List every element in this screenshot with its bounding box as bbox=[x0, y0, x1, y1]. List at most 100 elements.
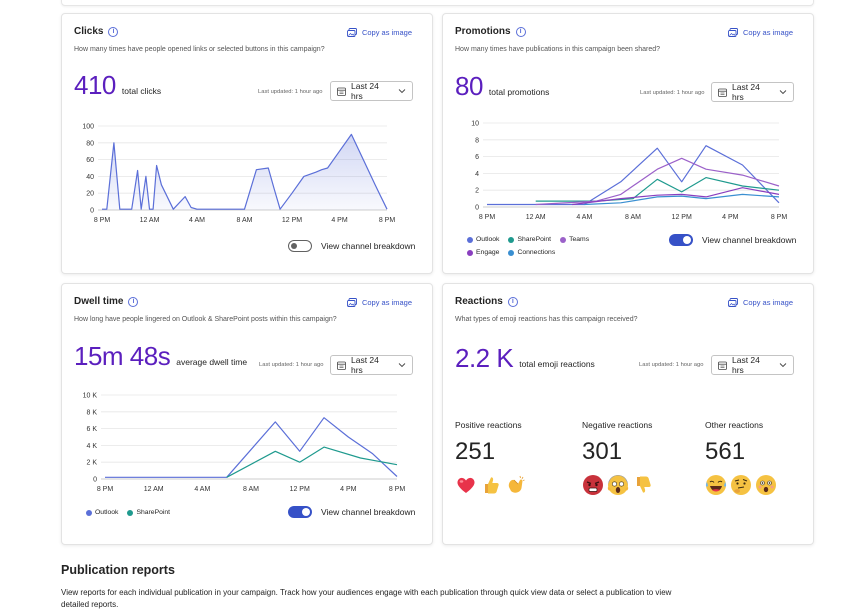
copy-as-image-button[interactable]: Copy as image bbox=[347, 298, 412, 307]
info-icon[interactable]: i bbox=[515, 26, 526, 37]
reaction-count: 301 bbox=[582, 438, 623, 465]
series-area bbox=[102, 134, 387, 210]
reactions-title: Reactions bbox=[455, 296, 503, 307]
dwell-title: Dwell time bbox=[74, 296, 124, 307]
info-icon[interactable]: i bbox=[507, 296, 518, 307]
image-copy-icon bbox=[347, 28, 357, 37]
legend-label: SharePoint bbox=[517, 236, 552, 243]
metric-value: 15m 48s bbox=[74, 341, 171, 371]
metric-label: total promotions bbox=[488, 87, 550, 97]
x-tick-label: 12 AM bbox=[144, 486, 164, 493]
x-tick-label: 4 PM bbox=[722, 214, 739, 221]
thumbs-up-icon bbox=[485, 477, 499, 494]
legend-item-sharepoint: SharePoint bbox=[508, 236, 551, 243]
legend-item-teams: Teams bbox=[560, 236, 589, 243]
card-description: How long have people lingered on Outlook… bbox=[74, 316, 337, 323]
toggle-label: View channel breakdown bbox=[321, 241, 416, 251]
y-tick-label: 6 K bbox=[86, 426, 97, 433]
reaction-emojis bbox=[705, 474, 777, 496]
metric-label: total emoji reactions bbox=[519, 359, 595, 369]
y-tick-label: 10 K bbox=[83, 393, 98, 400]
x-tick-label: 4 AM bbox=[189, 217, 205, 224]
section-title: Publication reports bbox=[61, 563, 175, 577]
chart-legend: Outlook SharePoint Teams Engage Connecti… bbox=[467, 236, 617, 256]
time-range-dropdown[interactable]: Last 24 hrs bbox=[711, 82, 794, 102]
angry-icon bbox=[583, 475, 603, 495]
toggle-label: View channel breakdown bbox=[702, 235, 797, 245]
x-tick-label: 12 PM bbox=[282, 217, 302, 224]
series-line-sharepoint bbox=[535, 177, 780, 202]
channel-breakdown-toggle[interactable]: View channel breakdown bbox=[288, 506, 415, 518]
x-tick-label: 12 AM bbox=[526, 214, 546, 221]
metric: 15m 48s average dwell time bbox=[74, 341, 247, 372]
copy-as-image-button[interactable]: Copy as image bbox=[347, 28, 412, 37]
calendar-icon bbox=[718, 88, 727, 97]
copy-label: Copy as image bbox=[361, 28, 412, 37]
x-tick-label: 12 PM bbox=[290, 486, 310, 493]
copy-as-image-button[interactable]: Copy as image bbox=[728, 28, 793, 37]
card-description: How many times have publications in this… bbox=[455, 46, 661, 53]
x-tick-label: 8 PM bbox=[389, 486, 406, 493]
toggle-switch[interactable] bbox=[288, 506, 312, 518]
y-tick-label: 8 K bbox=[86, 409, 97, 416]
heart-icon bbox=[457, 477, 475, 493]
y-tick-label: 4 bbox=[475, 171, 479, 178]
x-tick-label: 8 AM bbox=[243, 486, 259, 493]
time-range-dropdown[interactable]: Last 24 hrs bbox=[711, 355, 794, 375]
toggle-switch[interactable] bbox=[288, 240, 312, 252]
scream-icon bbox=[607, 475, 629, 495]
reaction-emojis bbox=[455, 474, 527, 496]
time-range-dropdown[interactable]: Last 24 hrs bbox=[330, 81, 413, 101]
legend-item-sharepoint: SharePoint bbox=[127, 509, 170, 516]
clicks-title: Clicks bbox=[74, 26, 104, 37]
series-line-teams bbox=[535, 157, 780, 206]
y-tick-label: 40 bbox=[86, 174, 94, 181]
x-tick-label: 4 AM bbox=[194, 486, 210, 493]
image-copy-icon bbox=[728, 28, 738, 37]
metric: 410 total clicks bbox=[74, 70, 161, 101]
y-tick-label: 8 bbox=[475, 137, 479, 144]
thumbs-down-icon bbox=[637, 476, 651, 493]
time-range-dropdown[interactable]: Last 24 hrs bbox=[330, 355, 413, 375]
promotions-chart: 0 2 4 6 8 10 8 PM 12 AM 4 AM 8 AM 12 PM 4 PM 8 PM bbox=[471, 121, 787, 222]
card-title: Reactions i bbox=[455, 296, 518, 307]
dwell-time-card: Dwell time i Copy as image How long have… bbox=[61, 283, 433, 545]
y-tick-label: 2 K bbox=[86, 460, 97, 467]
card-title: Dwell time i bbox=[74, 296, 139, 307]
card-description: How many times have people opened links … bbox=[74, 46, 325, 53]
y-tick-label: 100 bbox=[82, 124, 94, 131]
copy-label: Copy as image bbox=[742, 298, 793, 307]
y-tick-label: 0 bbox=[90, 208, 94, 215]
reaction-group-title: Other reactions bbox=[705, 420, 764, 430]
x-tick-label: 4 AM bbox=[576, 214, 592, 221]
card-description: What types of emoji reactions has this c… bbox=[455, 316, 638, 323]
info-icon[interactable]: i bbox=[108, 26, 119, 37]
promotions-title: Promotions bbox=[455, 26, 511, 37]
copy-label: Copy as image bbox=[361, 298, 412, 307]
info-icon[interactable]: i bbox=[128, 296, 139, 307]
positive-reactions: Positive reactions 251 bbox=[455, 420, 527, 496]
legend-label: Outlook bbox=[476, 236, 500, 243]
chevron-down-icon bbox=[779, 90, 787, 95]
last-updated: Last updated: 1 hour ago bbox=[640, 90, 705, 96]
metric-value: 410 bbox=[74, 70, 116, 100]
y-tick-label: 20 bbox=[86, 191, 94, 198]
x-tick-label: 12 PM bbox=[672, 214, 692, 221]
copy-as-image-button[interactable]: Copy as image bbox=[728, 298, 793, 307]
y-tick-label: 80 bbox=[86, 140, 94, 147]
metric-value: 2.2 K bbox=[455, 343, 514, 373]
reaction-count: 251 bbox=[455, 438, 496, 465]
chevron-down-icon bbox=[398, 89, 406, 94]
time-range-value: Last 24 hrs bbox=[350, 355, 379, 375]
x-tick-label: 8 PM bbox=[97, 486, 114, 493]
legend-item-outlook: Outlook bbox=[86, 509, 118, 516]
legend-item-outlook: Outlook bbox=[467, 236, 499, 243]
metric: 2.2 K total emoji reactions bbox=[455, 343, 595, 374]
toggle-switch[interactable] bbox=[669, 234, 693, 246]
reaction-count: 561 bbox=[705, 438, 746, 465]
channel-breakdown-toggle[interactable]: View channel breakdown bbox=[669, 234, 796, 246]
reactions-card: Reactions i Copy as image What types of … bbox=[442, 283, 814, 545]
image-copy-icon bbox=[347, 298, 357, 307]
channel-breakdown-toggle[interactable]: View channel breakdown bbox=[288, 240, 415, 252]
legend-label: SharePoint bbox=[136, 509, 171, 516]
